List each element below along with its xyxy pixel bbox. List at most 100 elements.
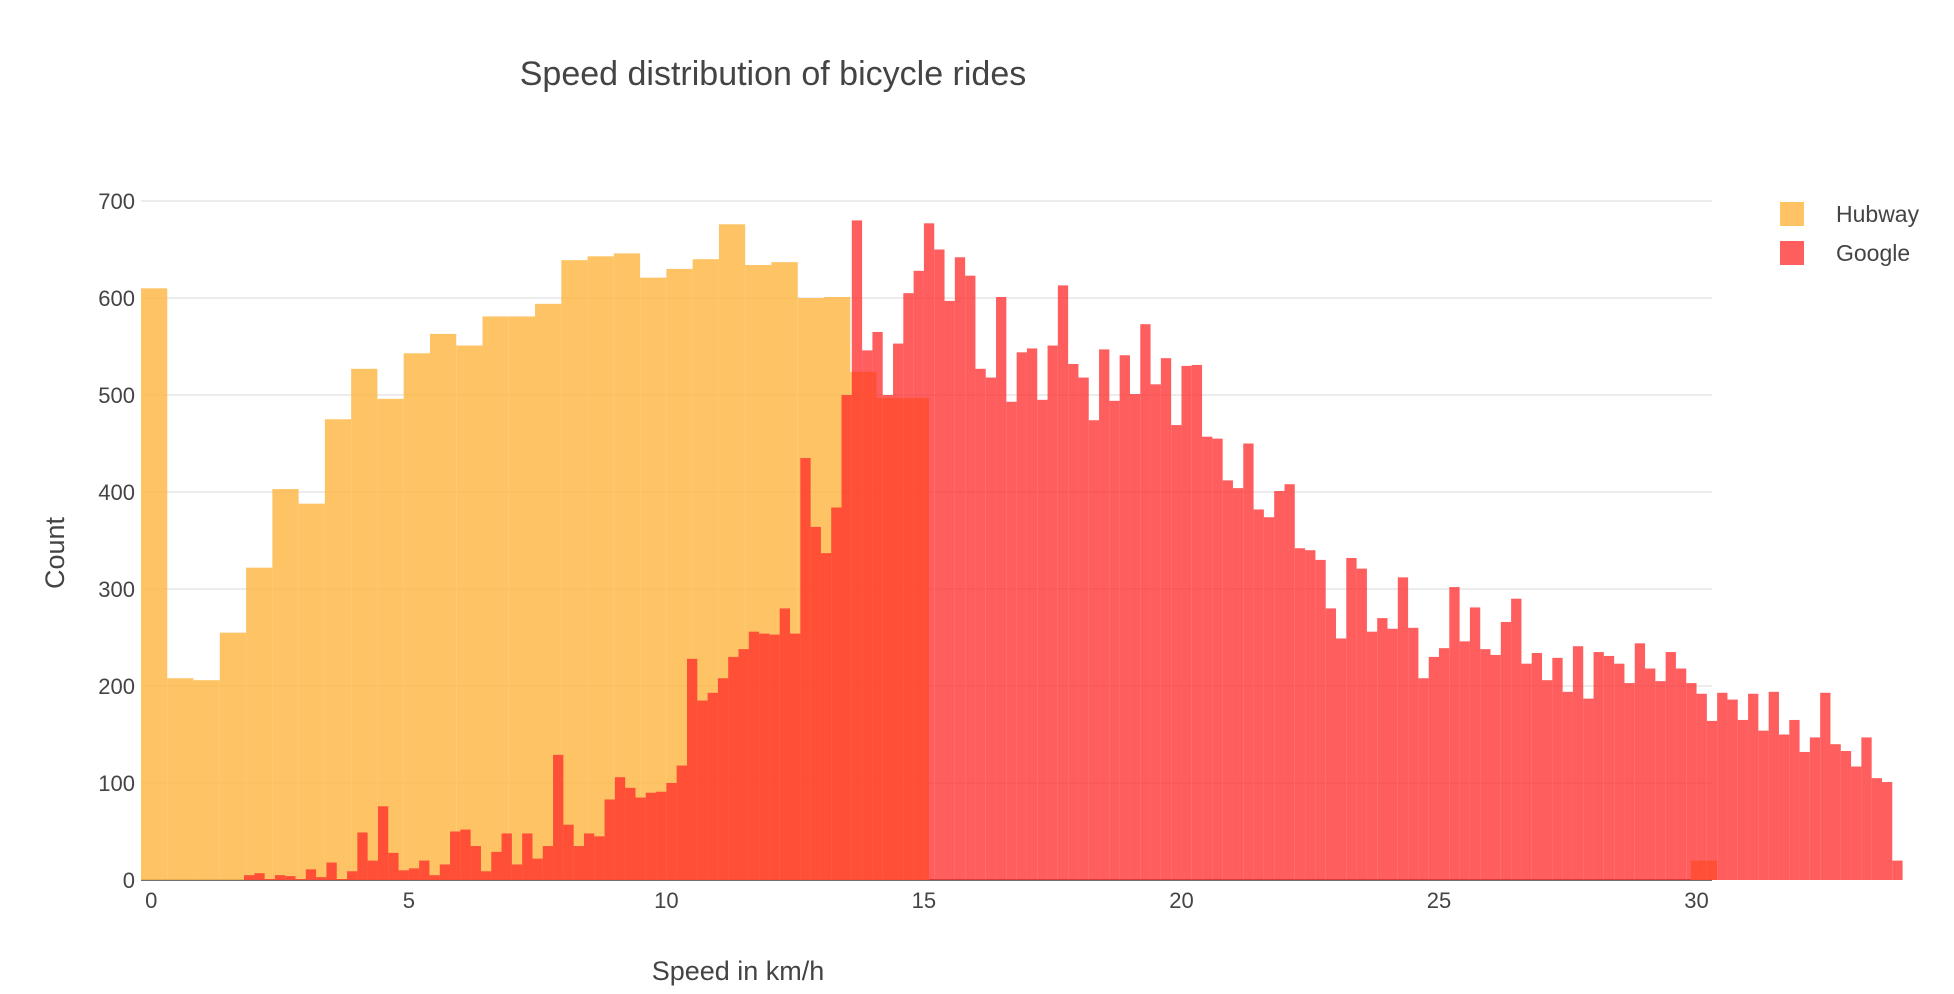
bar-google[interactable] — [1665, 652, 1676, 880]
bar-google[interactable] — [1552, 657, 1563, 880]
bar-google[interactable] — [254, 873, 265, 880]
bar-google[interactable] — [625, 787, 636, 880]
bar-google[interactable] — [1614, 663, 1625, 880]
bar-google[interactable] — [1531, 653, 1543, 880]
bar-google[interactable] — [1150, 384, 1161, 880]
bar-google[interactable] — [769, 634, 780, 880]
bar-google[interactable] — [388, 852, 399, 880]
bar-google[interactable] — [1057, 285, 1069, 880]
bar-google[interactable] — [274, 875, 286, 880]
bar-google[interactable] — [944, 300, 955, 880]
bar-hubway[interactable] — [403, 353, 430, 880]
bar-google[interactable] — [1099, 349, 1110, 880]
bar-google[interactable] — [1284, 484, 1295, 880]
bar-google[interactable] — [851, 220, 863, 880]
bar-google[interactable] — [903, 293, 914, 880]
bar-hubway[interactable] — [272, 489, 299, 880]
bar-hubway[interactable] — [324, 419, 352, 880]
bar-google[interactable] — [965, 275, 976, 880]
bar-google[interactable] — [522, 833, 533, 880]
bar-google[interactable] — [1387, 628, 1398, 880]
bar-google[interactable] — [1315, 559, 1326, 880]
bar-google[interactable] — [553, 754, 564, 880]
bar-hubway[interactable] — [508, 316, 536, 880]
legend-item-hubway[interactable]: Hubway — [1780, 201, 1920, 227]
bar-google[interactable] — [1737, 719, 1749, 880]
bar-google[interactable] — [398, 870, 409, 880]
bar-google[interactable] — [1016, 352, 1027, 880]
bar-google[interactable] — [1789, 719, 1800, 880]
bar-google[interactable] — [1037, 399, 1048, 880]
bar-google[interactable] — [357, 832, 368, 880]
bar-hubway[interactable] — [587, 256, 614, 880]
bar-google[interactable] — [635, 797, 646, 880]
bar-google[interactable] — [1542, 680, 1553, 880]
bar-google[interactable] — [1449, 587, 1460, 880]
bar-hubway[interactable] — [482, 316, 509, 880]
legend[interactable]: Hubway Google — [1780, 201, 1920, 266]
bar-google[interactable] — [1202, 436, 1213, 880]
bar-google[interactable] — [367, 860, 378, 880]
bar-google[interactable] — [1366, 631, 1378, 880]
bar-google[interactable] — [511, 864, 523, 880]
bar-google[interactable] — [347, 871, 358, 880]
bar-google[interactable] — [501, 833, 512, 880]
bar-google[interactable] — [1562, 691, 1573, 880]
bar-google[interactable] — [1191, 364, 1203, 880]
bar-google[interactable] — [1593, 652, 1604, 880]
bar-google[interactable] — [439, 864, 451, 880]
bar-google[interactable] — [1160, 358, 1172, 880]
bar-hubway[interactable] — [167, 678, 194, 880]
bar-hubway[interactable] — [219, 632, 247, 880]
bar-google[interactable] — [1820, 692, 1831, 880]
bar-google[interactable] — [1861, 737, 1872, 880]
bar-hubway[interactable] — [246, 567, 273, 880]
bar-google[interactable] — [377, 806, 389, 880]
bar-google[interactable] — [779, 608, 791, 880]
bar-google[interactable] — [1768, 691, 1779, 880]
bar-google[interactable] — [1026, 348, 1038, 880]
bar-google[interactable] — [316, 877, 327, 880]
bar-google[interactable] — [419, 860, 430, 880]
bar-google[interactable] — [1088, 420, 1100, 880]
bar-google[interactable] — [573, 846, 584, 880]
bar-google[interactable] — [1748, 693, 1759, 880]
bar-google[interactable] — [470, 846, 481, 880]
bar-hubway[interactable] — [193, 680, 220, 880]
bar-google[interactable] — [1212, 438, 1223, 880]
bar-google[interactable] — [1274, 491, 1285, 880]
bar-google[interactable] — [1181, 365, 1192, 880]
bar-google[interactable] — [264, 879, 275, 880]
bar-google[interactable] — [1892, 860, 1903, 880]
bar-google[interactable] — [985, 377, 997, 880]
bar-google[interactable] — [1439, 648, 1450, 880]
bar-google[interactable] — [728, 656, 739, 880]
bar-google[interactable] — [1696, 693, 1707, 880]
bar-google[interactable] — [697, 700, 708, 880]
bar-google[interactable] — [1428, 656, 1440, 880]
bar-google[interactable] — [1119, 355, 1130, 881]
bar-google[interactable] — [1830, 744, 1841, 880]
bar-google[interactable] — [934, 249, 945, 881]
bar-google[interactable] — [1047, 345, 1058, 880]
bar-google[interactable] — [893, 343, 904, 881]
bar-google[interactable] — [996, 297, 1007, 880]
bar-google[interactable] — [1871, 778, 1882, 880]
bar-google[interactable] — [326, 862, 337, 880]
bar-google[interactable] — [1078, 377, 1089, 880]
bar-google[interactable] — [882, 395, 894, 880]
bar-hubway[interactable] — [613, 253, 641, 880]
bar-google[interactable] — [790, 633, 801, 880]
bar-google[interactable] — [800, 458, 811, 880]
bar-google[interactable] — [1809, 737, 1821, 880]
bar-google[interactable] — [645, 792, 657, 880]
bar-hubway[interactable] — [298, 503, 325, 880]
bar-google[interactable] — [583, 833, 595, 880]
bar-google[interactable] — [408, 868, 420, 880]
bar-hubway[interactable] — [456, 345, 483, 880]
bar-google[interactable] — [1243, 443, 1254, 881]
bar-google[interactable] — [1377, 618, 1388, 880]
bar-google[interactable] — [676, 765, 687, 880]
bar-google[interactable] — [666, 783, 677, 880]
bar-google[interactable] — [604, 799, 615, 880]
